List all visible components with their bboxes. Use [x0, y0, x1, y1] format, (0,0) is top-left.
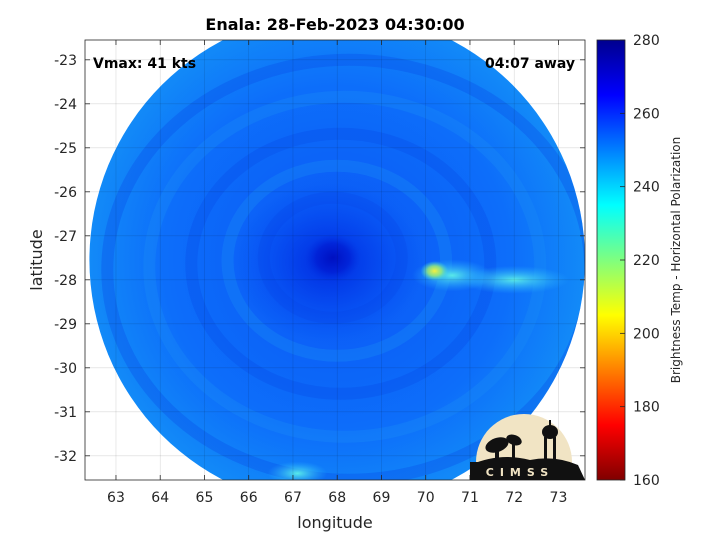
y-tick-label: -28	[54, 273, 77, 289]
colorbar-tick-label: 240	[633, 180, 660, 196]
y-tick-label: -29	[54, 317, 77, 333]
spiral-band	[143, 90, 547, 443]
y-tick-label: -31	[54, 405, 77, 421]
grid-lines	[85, 40, 585, 480]
cimss-logo: CIMSS	[470, 414, 585, 480]
swath-features	[101, 53, 585, 480]
x-tick-label: 67	[284, 490, 302, 506]
colorbar-tick-label: 260	[633, 106, 660, 122]
x-tick-label: 72	[505, 490, 523, 506]
y-tick-label: -23	[54, 53, 77, 69]
x-tick-label: 63	[107, 490, 125, 506]
logo-text: CIMSS	[486, 466, 554, 479]
y-tick-label: -24	[54, 97, 77, 113]
x-tick-label: 66	[240, 490, 258, 506]
y-axis-ticks: -23 -24 -25 -26 -27 -28 -29 -30 -31 -32	[54, 53, 585, 465]
y-tick-label: -25	[54, 141, 77, 157]
x-tick-label: 71	[461, 490, 479, 506]
band-east-far	[459, 265, 570, 294]
y-tick-label: -26	[54, 185, 77, 201]
colorbar-label: Brightness Temp - Horizontal Polarizatio…	[669, 137, 683, 384]
spiral-band	[185, 127, 497, 400]
logo-banner	[470, 462, 570, 480]
chart-title: Enala: 28-Feb-2023 04:30:00	[205, 15, 464, 34]
colorbar-tick-label: 180	[633, 400, 660, 416]
time-offset-annotation: 04:07 away	[485, 56, 575, 72]
x-tick-label: 64	[151, 490, 169, 506]
y-axis-label: latitude	[27, 229, 46, 290]
vmax-annotation: Vmax: 41 kts	[93, 56, 196, 72]
band-south	[267, 461, 328, 480]
x-tick-label: 65	[196, 490, 214, 506]
convective-band-east	[420, 261, 449, 281]
x-tick-label: 68	[328, 490, 346, 506]
eye	[304, 233, 361, 282]
x-tick-label: 73	[550, 490, 568, 506]
colorbar-tick-label: 200	[633, 326, 660, 342]
x-tick-label: 69	[373, 490, 391, 506]
y-tick-label: -32	[54, 449, 77, 465]
colorbar-tick-label: 160	[633, 473, 660, 489]
colorbar-tick-label: 280	[633, 33, 660, 49]
x-axis-ticks: 63 64 65 66 67 68 69 70 71 72 73	[107, 40, 567, 506]
colorbar-ticks: 280 260 240 220 200 180 160	[620, 33, 660, 489]
colorbar-tick-label: 220	[633, 253, 660, 269]
y-tick-label: -30	[54, 361, 77, 377]
y-tick-label: -27	[54, 229, 77, 245]
swath-layer	[89, 40, 585, 480]
x-axis-label: longitude	[297, 513, 372, 532]
x-tick-label: 70	[417, 490, 435, 506]
axes-frame	[84, 39, 586, 481]
